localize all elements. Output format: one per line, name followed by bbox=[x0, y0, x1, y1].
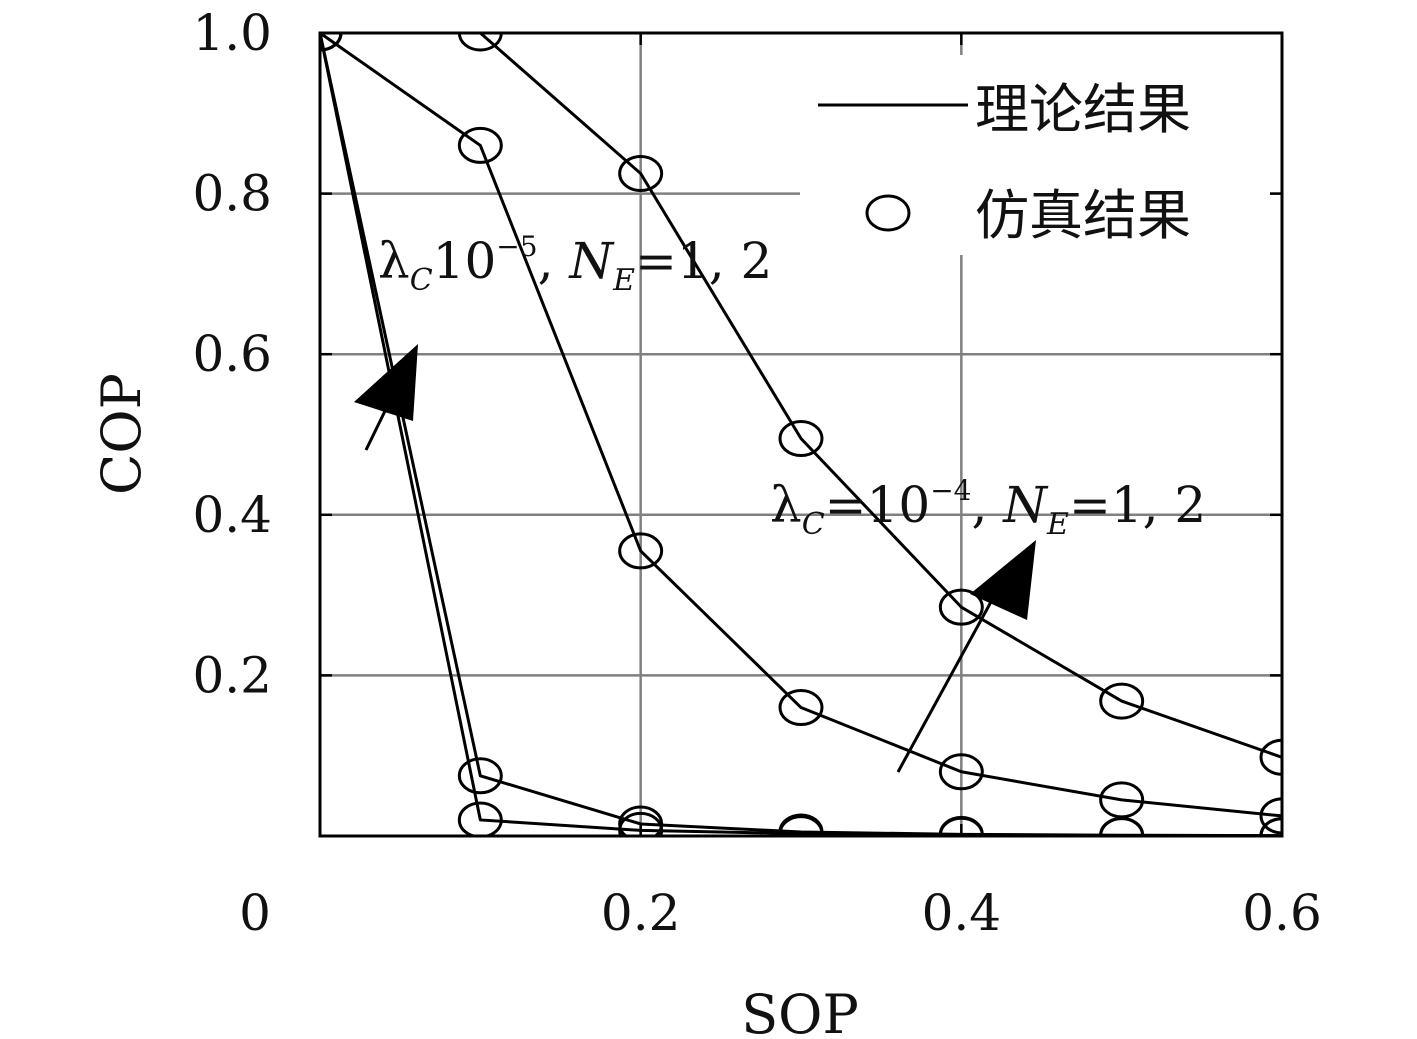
data-point bbox=[618, 155, 664, 193]
data-point bbox=[1099, 781, 1145, 819]
annotation-arrow-shaft-2 bbox=[896, 577, 1006, 773]
legend-circle-swatch bbox=[865, 194, 911, 232]
x-tick-labels: 0 0.2 0.4 0.6 bbox=[239, 884, 1322, 942]
x-tick-label: 0 bbox=[239, 884, 271, 942]
series-layer bbox=[320, 33, 1282, 836]
arrow-head-icon bbox=[354, 344, 418, 421]
y-tick-label: 0.2 bbox=[192, 646, 272, 704]
arrow-head-icon bbox=[970, 540, 1036, 620]
data-point bbox=[938, 588, 984, 626]
data-point bbox=[618, 532, 664, 570]
annotation-label-2: λC=10−4, NE=1, 2 bbox=[770, 474, 1206, 542]
series-line bbox=[320, 33, 1282, 759]
data-point bbox=[457, 126, 503, 164]
x-tick-label: 0.2 bbox=[601, 884, 681, 942]
plot-frame bbox=[318, 31, 1284, 838]
y-axis-title: COP bbox=[90, 373, 153, 495]
y-tick-label: 0.8 bbox=[192, 165, 272, 223]
series-line bbox=[320, 33, 1282, 818]
legend-box bbox=[800, 55, 1270, 255]
series-line bbox=[320, 33, 1282, 836]
legend: 理论结果 仿真结果 bbox=[800, 55, 1270, 255]
legend-label-simulation: 仿真结果 bbox=[975, 184, 1191, 247]
x-tick-label: 0.6 bbox=[1242, 884, 1322, 942]
annotation-lambda-1e-5: λC10−5, NE=1, 2 bbox=[354, 230, 772, 451]
data-point bbox=[457, 33, 503, 52]
y-tick-label: 0.6 bbox=[192, 325, 272, 383]
data-point bbox=[938, 753, 984, 791]
data-point bbox=[778, 420, 824, 458]
data-point bbox=[778, 813, 824, 836]
data-point bbox=[1259, 797, 1282, 835]
y-tick-label: 0.4 bbox=[192, 486, 272, 544]
y-tick-labels: 0.2 0.4 0.6 0.8 1.0 bbox=[192, 4, 272, 704]
legend-label-theory: 理论结果 bbox=[975, 78, 1191, 141]
data-point bbox=[618, 805, 664, 836]
series-4 bbox=[320, 33, 1282, 776]
data-point bbox=[457, 757, 503, 795]
annotation-lambda-1e-4: λC=10−4, NE=1, 2 bbox=[770, 474, 1206, 773]
data-point bbox=[778, 689, 824, 727]
data-point bbox=[1099, 682, 1145, 720]
y-tick-label: 1.0 bbox=[192, 4, 272, 62]
x-tick-label: 0.4 bbox=[922, 884, 1002, 942]
series-3 bbox=[320, 33, 1282, 835]
x-axis-title: SOP bbox=[741, 983, 859, 1039]
data-point bbox=[1259, 817, 1282, 836]
data-point bbox=[938, 815, 984, 836]
data-point bbox=[1259, 738, 1282, 776]
data-point bbox=[457, 801, 503, 836]
annotation-label-1: λC10−5, NE=1, 2 bbox=[378, 230, 772, 298]
